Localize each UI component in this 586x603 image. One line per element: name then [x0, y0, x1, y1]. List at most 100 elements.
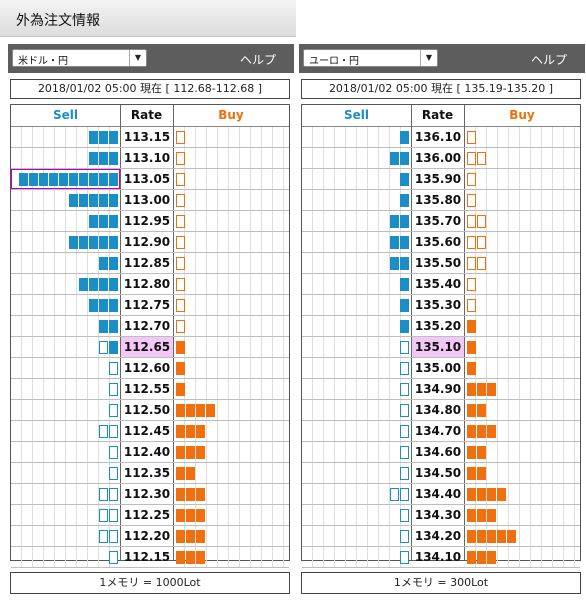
buy-volume-block-outline — [467, 298, 476, 312]
order-row: 112.20 — [11, 526, 289, 547]
order-row: 113.00 — [11, 190, 289, 211]
chevron-down-icon[interactable]: ▼ — [420, 50, 437, 66]
sell-volume-block — [99, 151, 108, 165]
sell-volume-cell — [11, 421, 120, 441]
rate-cell: 135.90 — [414, 172, 462, 186]
buy-volume-block — [487, 529, 496, 543]
buy-volume-block-outline — [176, 193, 185, 207]
rate-cell: 134.90 — [414, 382, 462, 396]
rate-cell: 135.50 — [414, 256, 462, 270]
sell-volume-cell — [302, 316, 411, 336]
page-title: 外為注文情報 — [16, 13, 100, 29]
order-row: 112.60 — [11, 358, 289, 379]
sell-volume-cell — [11, 190, 120, 210]
sell-volume-block — [79, 193, 88, 207]
buy-volume-cell — [465, 169, 580, 189]
buy-volume-block — [176, 361, 185, 375]
order-row: 134.40 — [302, 484, 580, 505]
currency-pair-select[interactable]: 米ドル・円 ▼ — [12, 49, 147, 67]
order-row: 112.30 — [11, 484, 289, 505]
buy-volume-block — [176, 466, 185, 480]
sell-volume-block-outline — [109, 361, 118, 375]
order-row: 134.90 — [302, 379, 580, 400]
sell-volume-block — [400, 193, 409, 207]
rate-cell: 136.00 — [414, 151, 462, 165]
rate-cell: 134.30 — [414, 508, 462, 522]
rate-header: Rate — [421, 108, 454, 122]
sell-volume-block-outline — [109, 445, 118, 459]
help-link[interactable]: ヘルプ — [239, 53, 276, 67]
buy-volume-cell — [465, 127, 580, 147]
buy-volume-block — [196, 445, 205, 459]
buy-volume-cell — [174, 463, 289, 483]
sell-volume-cell — [11, 232, 120, 252]
buy-volume-cell — [465, 505, 580, 525]
buy-volume-block — [477, 424, 486, 438]
buy-volume-block-outline — [176, 151, 185, 165]
buy-volume-block — [176, 382, 185, 396]
rate-cell: 134.50 — [414, 466, 462, 480]
buy-volume-block — [477, 508, 486, 522]
buy-volume-block — [477, 466, 486, 480]
sell-volume-cell — [302, 295, 411, 315]
buy-header: Buy — [218, 108, 244, 122]
buy-volume-block — [467, 466, 476, 480]
buy-volume-block-outline — [467, 256, 476, 270]
buy-volume-block — [487, 550, 496, 564]
order-row: 112.50 — [11, 400, 289, 421]
sell-volume-block-outline — [400, 529, 409, 543]
sell-volume-cell — [11, 547, 120, 567]
buy-volume-cell — [174, 379, 289, 399]
buy-volume-block — [467, 550, 476, 564]
order-row: 134.60 — [302, 442, 580, 463]
sell-volume-block — [109, 256, 118, 270]
panel-eurjpy: ユーロ・円 ▼ ヘルプ 2018/01/02 05:00 現在 [ 135.19… — [299, 44, 585, 599]
sell-volume-block-outline — [400, 487, 409, 501]
buy-volume-block-outline — [477, 214, 486, 228]
order-row: 113.05 — [11, 169, 289, 190]
buy-volume-cell — [174, 547, 289, 567]
scale-note: 1メモリ = 1000Lot — [10, 572, 290, 594]
sell-volume-block-outline — [99, 340, 108, 354]
rate-cell: 135.60 — [414, 235, 462, 249]
order-row: 112.70 — [11, 316, 289, 337]
sell-volume-block-outline — [400, 466, 409, 480]
buy-volume-block-outline — [467, 193, 476, 207]
buy-volume-block-outline — [467, 130, 476, 144]
chevron-down-icon[interactable]: ▼ — [129, 50, 146, 66]
buy-volume-block — [176, 424, 185, 438]
rate-cell: 112.25 — [123, 508, 171, 522]
sell-volume-block-outline — [99, 424, 108, 438]
buy-volume-cell — [465, 526, 580, 546]
buy-volume-cell — [174, 211, 289, 231]
rate-cell: 112.95 — [123, 214, 171, 228]
buy-volume-block-outline — [467, 172, 476, 186]
sell-volume-block — [400, 214, 409, 228]
sell-volume-block-outline — [109, 487, 118, 501]
buy-volume-block-outline — [176, 256, 185, 270]
panel-toolbar: 米ドル・円 ▼ ヘルプ — [8, 44, 294, 73]
sell-volume-block — [69, 193, 78, 207]
rate-cell: 112.85 — [123, 256, 171, 270]
sell-volume-block — [79, 235, 88, 249]
order-row: 134.20 — [302, 526, 580, 547]
sell-volume-block-outline — [109, 529, 118, 543]
currency-pair-select[interactable]: ユーロ・円 ▼ — [303, 49, 438, 67]
buy-volume-block — [477, 529, 486, 543]
scale-note: 1メモリ = 300Lot — [301, 572, 581, 594]
sell-volume-block — [400, 319, 409, 333]
sell-volume-block — [109, 193, 118, 207]
buy-volume-block — [176, 508, 185, 522]
sell-volume-block — [400, 277, 409, 291]
buy-volume-block — [487, 424, 496, 438]
order-row: 112.95 — [11, 211, 289, 232]
buy-volume-block — [467, 487, 476, 501]
order-row: 135.40 — [302, 274, 580, 295]
buy-volume-block-outline — [467, 277, 476, 291]
sell-volume-cell — [11, 400, 120, 420]
grid-header: Sell Rate Buy — [302, 105, 580, 127]
help-link[interactable]: ヘルプ — [530, 53, 567, 67]
buy-volume-cell — [465, 400, 580, 420]
order-row: 135.60 — [302, 232, 580, 253]
sell-volume-block — [99, 277, 108, 291]
